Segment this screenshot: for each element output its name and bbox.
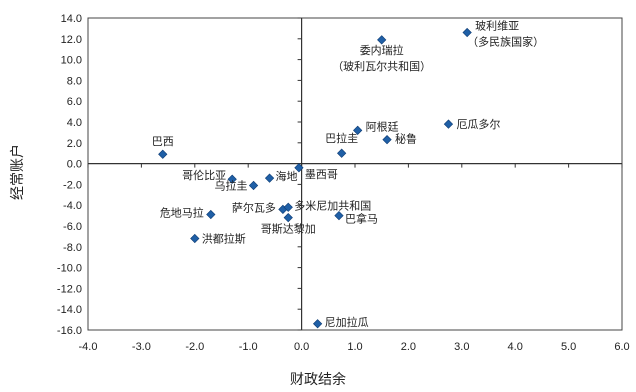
x-tick-label: -4.0	[79, 341, 98, 353]
data-point-marker	[312, 319, 323, 329]
data-point-label: 玻利维亚	[475, 20, 519, 33]
data-point-marker	[462, 27, 472, 38]
data-point-marker	[382, 135, 392, 145]
x-tick-label: -1.0	[239, 341, 258, 353]
data-point-label: 厄瓜多尔	[456, 117, 500, 131]
y-tick-label: -4.0	[63, 200, 82, 212]
x-tick-label: -3.0	[132, 341, 151, 353]
data-point-label: 洪都拉斯	[202, 231, 246, 245]
y-tick-label: 8.0	[67, 75, 82, 87]
y-tick-label: -8.0	[63, 242, 82, 254]
data-point-label: 哥伦比亚	[182, 168, 226, 182]
data-point-marker	[190, 233, 200, 244]
y-tick-label: -2.0	[63, 179, 82, 191]
data-point-label: 巴西	[152, 135, 174, 148]
data-point-marker	[227, 174, 237, 184]
x-tick-label: 6.0	[614, 341, 629, 353]
data-point-label: 乌拉圭	[215, 178, 248, 192]
x-tick-label: 0.0	[294, 341, 309, 353]
data-point-label: 阿根廷	[366, 119, 399, 133]
data-point-label: 巴拿马	[345, 212, 378, 226]
y-tick-label: -14.0	[57, 304, 82, 316]
data-point-label: 委内瑞拉	[360, 43, 404, 57]
y-tick-label: 2.0	[67, 138, 82, 150]
x-tick-label: 4.0	[508, 341, 523, 353]
x-tick-label: -2.0	[185, 341, 204, 353]
x-axis-title: 财政结余	[290, 371, 346, 388]
y-tick-label: 6.0	[67, 96, 82, 108]
y-tick-label: -16.0	[57, 325, 82, 337]
axes	[87, 17, 623, 331]
data-point-marker	[283, 213, 293, 223]
plot-area-frame	[87, 17, 623, 331]
x-tick-label: 2.0	[401, 341, 416, 353]
y-tick-label: 4.0	[67, 117, 82, 129]
data-point-marker	[443, 119, 454, 129]
x-tick-label: 3.0	[454, 341, 469, 353]
data-point-label: 海地	[276, 169, 298, 183]
y-tick-label: 0.0	[67, 159, 82, 171]
data-point-label: 危地马拉	[160, 206, 204, 220]
x-tick-label: 1.0	[347, 341, 362, 353]
x-tick-label: 5.0	[561, 341, 576, 353]
y-tick-label: -6.0	[63, 221, 82, 233]
y-axis-title: 经常账户	[9, 144, 26, 200]
data-point-marker	[294, 163, 304, 173]
data-point-marker	[377, 35, 387, 45]
data-point-label: 尼加拉瓜	[325, 315, 369, 329]
y-tick-label: -10.0	[57, 263, 82, 275]
data-point-marker	[353, 125, 363, 135]
data-point-marker	[158, 149, 168, 159]
data-point-label: 哥斯达黎加	[261, 222, 316, 236]
data-point-label: 萨尔瓦多	[232, 200, 276, 214]
data-point-label: 巴拉圭	[325, 131, 358, 145]
data-point-label: 秘鲁	[395, 132, 417, 146]
data-point-marker	[283, 202, 293, 212]
data-point-marker	[248, 180, 259, 191]
data-point-label-line2: （玻利瓦尔共和国）	[332, 60, 431, 73]
y-tick-label: 14.0	[61, 13, 82, 25]
data-point-marker	[334, 210, 344, 221]
y-tick-label: 10.0	[61, 55, 82, 67]
data-point-label-line2: （多民族国家）	[467, 35, 544, 49]
y-tick-label: 12.0	[61, 34, 82, 46]
data-point-marker	[337, 148, 347, 158]
tick-labels: -4.0 -3.0 -2.0 -1.0 0.0 1.0 2.0 3.0 4.0 5.0 6.0 14.…	[57, 13, 630, 353]
y-tick-label: -12.0	[57, 283, 82, 295]
data-point-label: 多米尼加共和国	[294, 198, 371, 212]
data-point-marker	[264, 173, 275, 183]
data-point-marker	[206, 209, 216, 220]
data-point-label: 墨西哥	[305, 168, 338, 181]
